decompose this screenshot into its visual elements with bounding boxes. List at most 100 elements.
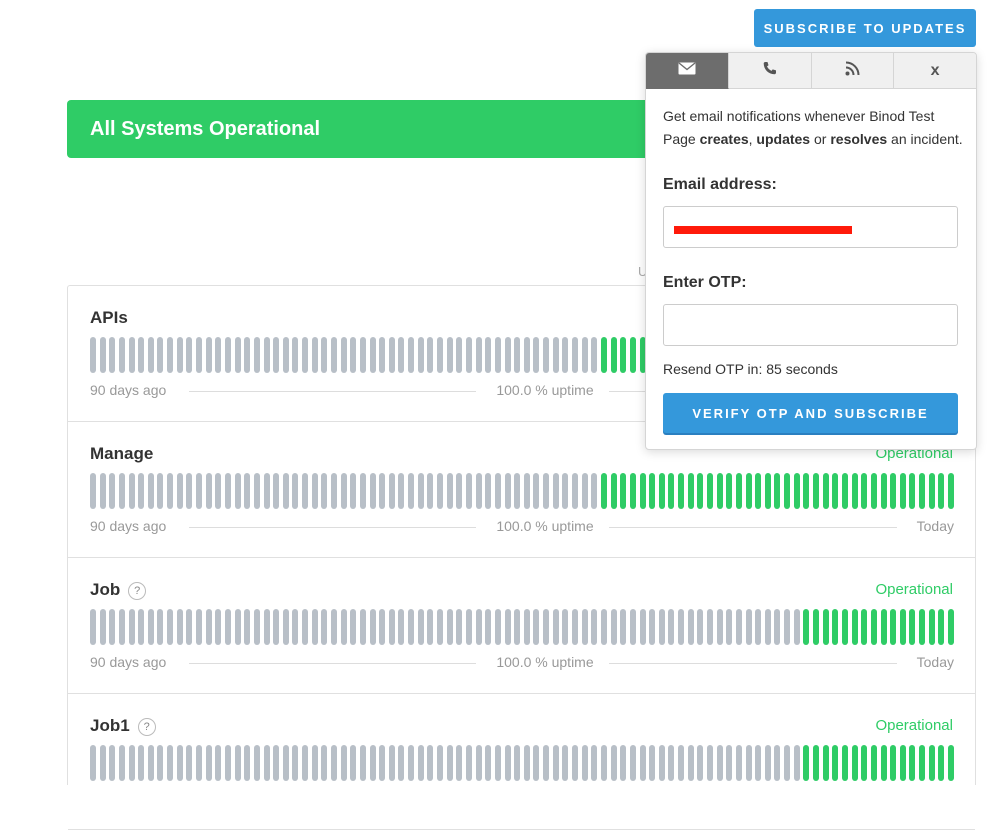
uptime-day-bar[interactable]: [437, 337, 444, 373]
uptime-day-bar[interactable]: [417, 337, 424, 373]
uptime-day-bar[interactable]: [138, 473, 145, 509]
uptime-day-bar[interactable]: [523, 337, 530, 373]
uptime-day-bar[interactable]: [282, 337, 289, 373]
uptime-day-bar[interactable]: [273, 609, 280, 645]
help-icon[interactable]: ?: [137, 717, 156, 736]
uptime-day-bar[interactable]: [706, 473, 713, 509]
uptime-day-bar[interactable]: [610, 473, 617, 509]
uptime-day-bar[interactable]: [600, 337, 607, 373]
uptime-day-bar[interactable]: [774, 609, 781, 645]
uptime-day-bar[interactable]: [340, 745, 347, 781]
uptime-day-bar[interactable]: [726, 745, 733, 781]
uptime-day-bar[interactable]: [273, 337, 280, 373]
uptime-day-bar[interactable]: [205, 745, 212, 781]
uptime-day-bar[interactable]: [620, 609, 627, 645]
uptime-day-bar[interactable]: [138, 745, 145, 781]
uptime-day-bar[interactable]: [215, 337, 222, 373]
uptime-day-bar[interactable]: [379, 745, 386, 781]
uptime-day-bar[interactable]: [359, 609, 366, 645]
uptime-day-bar[interactable]: [494, 473, 501, 509]
tab-sms[interactable]: [728, 53, 812, 89]
uptime-day-bar[interactable]: [649, 473, 656, 509]
uptime-day-bar[interactable]: [417, 745, 424, 781]
uptime-day-bar[interactable]: [909, 609, 916, 645]
uptime-day-bar[interactable]: [706, 745, 713, 781]
uptime-day-bar[interactable]: [745, 745, 752, 781]
uptime-day-bar[interactable]: [716, 473, 723, 509]
uptime-day-bar[interactable]: [620, 473, 627, 509]
uptime-day-bar[interactable]: [167, 745, 174, 781]
uptime-day-bar[interactable]: [562, 745, 569, 781]
uptime-day-bar[interactable]: [697, 609, 704, 645]
uptime-day-bar[interactable]: [784, 473, 791, 509]
uptime-day-bar[interactable]: [167, 473, 174, 509]
uptime-day-bar[interactable]: [591, 609, 598, 645]
uptime-day-bar[interactable]: [90, 337, 96, 373]
uptime-day-bar[interactable]: [764, 609, 771, 645]
uptime-day-bar[interactable]: [793, 745, 800, 781]
uptime-day-bar[interactable]: [764, 745, 771, 781]
uptime-day-bar[interactable]: [629, 609, 636, 645]
uptime-day-bar[interactable]: [726, 609, 733, 645]
uptime-day-bar[interactable]: [465, 609, 472, 645]
uptime-day-bar[interactable]: [398, 609, 405, 645]
uptime-day-bar[interactable]: [186, 473, 193, 509]
uptime-day-bar[interactable]: [205, 337, 212, 373]
uptime-day-bar[interactable]: [417, 473, 424, 509]
uptime-day-bar[interactable]: [99, 609, 106, 645]
uptime-day-bar[interactable]: [321, 337, 328, 373]
uptime-day-bar[interactable]: [224, 337, 231, 373]
uptime-day-bar[interactable]: [138, 337, 145, 373]
uptime-day-bar[interactable]: [533, 609, 540, 645]
uptime-day-bar[interactable]: [263, 745, 270, 781]
uptime-day-bar[interactable]: [485, 745, 492, 781]
uptime-day-bar[interactable]: [234, 745, 241, 781]
uptime-day-bar[interactable]: [302, 609, 309, 645]
uptime-day-bar[interactable]: [215, 473, 222, 509]
uptime-day-bar[interactable]: [822, 473, 829, 509]
uptime-day-bar[interactable]: [813, 473, 820, 509]
uptime-day-bar[interactable]: [437, 473, 444, 509]
uptime-day-bar[interactable]: [581, 473, 588, 509]
uptime-day-bar[interactable]: [793, 473, 800, 509]
uptime-day-bar[interactable]: [745, 473, 752, 509]
uptime-day-bar[interactable]: [427, 609, 434, 645]
uptime-day-bar[interactable]: [186, 745, 193, 781]
uptime-day-bar[interactable]: [292, 473, 299, 509]
uptime-day-bar[interactable]: [311, 745, 318, 781]
uptime-day-bar[interactable]: [456, 337, 463, 373]
uptime-day-bar[interactable]: [350, 609, 357, 645]
uptime-day-bar[interactable]: [504, 337, 511, 373]
uptime-day-bar[interactable]: [109, 609, 116, 645]
uptime-day-bar[interactable]: [359, 745, 366, 781]
uptime-day-bar[interactable]: [755, 609, 762, 645]
uptime-day-bar[interactable]: [678, 609, 685, 645]
uptime-day-bar[interactable]: [928, 473, 935, 509]
uptime-day-bar[interactable]: [350, 473, 357, 509]
uptime-day-bar[interactable]: [176, 337, 183, 373]
uptime-day-bar[interactable]: [928, 745, 935, 781]
otp-field[interactable]: [663, 304, 958, 346]
uptime-day-bar[interactable]: [359, 473, 366, 509]
tab-rss[interactable]: [811, 53, 895, 89]
uptime-day-bar[interactable]: [253, 609, 260, 645]
uptime-day-bar[interactable]: [99, 745, 106, 781]
uptime-day-bar[interactable]: [639, 473, 646, 509]
uptime-day-bar[interactable]: [948, 745, 954, 781]
uptime-day-bar[interactable]: [504, 609, 511, 645]
uptime-day-bar[interactable]: [552, 745, 559, 781]
uptime-day-bar[interactable]: [572, 745, 579, 781]
uptime-day-bar[interactable]: [716, 745, 723, 781]
uptime-day-bar[interactable]: [128, 473, 135, 509]
uptime-day-bar[interactable]: [369, 609, 376, 645]
uptime-day-bar[interactable]: [504, 745, 511, 781]
uptime-day-bar[interactable]: [562, 473, 569, 509]
uptime-day-bar[interactable]: [706, 609, 713, 645]
uptime-day-bar[interactable]: [552, 609, 559, 645]
uptime-day-bar[interactable]: [118, 609, 125, 645]
uptime-day-bar[interactable]: [861, 745, 868, 781]
uptime-day-bar[interactable]: [591, 745, 598, 781]
uptime-day-bar[interactable]: [620, 745, 627, 781]
uptime-day-bar[interactable]: [302, 473, 309, 509]
verify-otp-button[interactable]: VERIFY OTP AND SUBSCRIBE: [663, 393, 958, 433]
